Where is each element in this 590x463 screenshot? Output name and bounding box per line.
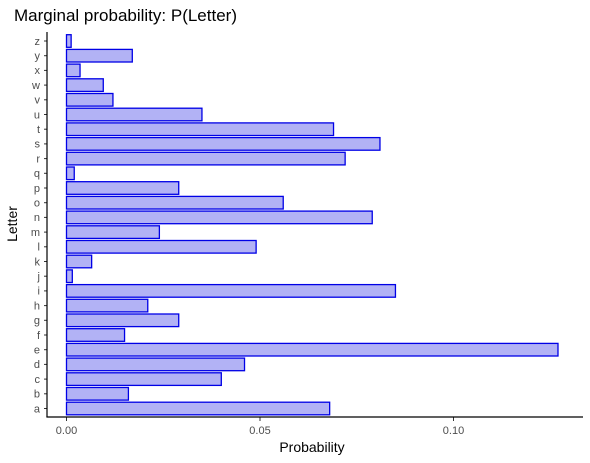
bar-x xyxy=(65,63,81,78)
bar-f xyxy=(65,328,126,342)
y-tick-label-n: n xyxy=(34,212,40,224)
y-tick-label-d: d xyxy=(34,359,40,371)
bar-e xyxy=(65,342,559,357)
y-tick-label-r: r xyxy=(36,153,40,165)
bar-b xyxy=(65,386,130,401)
y-tick-label-b: b xyxy=(34,389,40,401)
bars-layer xyxy=(65,34,559,416)
bar-d xyxy=(65,357,246,372)
y-tick-label-h: h xyxy=(34,300,40,312)
y-tick-label-v: v xyxy=(35,95,41,107)
y-tick-label-k: k xyxy=(35,256,41,268)
y-tick-label-s: s xyxy=(35,139,41,151)
chart-title: Marginal probability: P(Letter) xyxy=(14,6,237,25)
y-tick-label-y: y xyxy=(35,51,41,63)
bar-m xyxy=(65,225,161,240)
y-tick-label-j: j xyxy=(37,271,40,283)
bar-j xyxy=(65,269,73,284)
y-tick-label-a: a xyxy=(34,403,41,415)
y-tick-label-p: p xyxy=(34,183,40,195)
y-tick-label-g: g xyxy=(34,315,40,327)
y-tick-label-o: o xyxy=(34,198,40,210)
bar-c xyxy=(65,372,222,387)
y-tick-label-z: z xyxy=(35,36,41,48)
bar-t xyxy=(65,122,335,137)
bar-v xyxy=(65,92,114,107)
bar-y xyxy=(65,48,133,63)
y-tick-label-c: c xyxy=(35,374,41,386)
bar-w xyxy=(65,78,104,93)
x-tick-label-1: 0.05 xyxy=(249,425,270,437)
bar-p xyxy=(65,181,180,195)
bar-q xyxy=(65,166,75,181)
y-tick-label-q: q xyxy=(34,168,40,180)
x-tick-label-0: 0.00 xyxy=(56,425,77,437)
bar-s xyxy=(65,136,381,151)
y-tick-label-w: w xyxy=(31,80,40,92)
bar-i xyxy=(65,283,397,298)
x-ticks: 0.00 0.05 0.10 xyxy=(56,417,464,437)
x-tick-label-2: 0.10 xyxy=(443,425,464,437)
y-tick-label-e: e xyxy=(34,345,40,357)
y-tick-label-i: i xyxy=(38,286,40,298)
y-tick-label-x: x xyxy=(35,65,41,77)
bar-l xyxy=(65,239,257,254)
bar-r xyxy=(65,151,346,166)
bar-k xyxy=(65,254,93,269)
y-tick-label-t: t xyxy=(37,124,40,136)
x-axis-title: Probability xyxy=(279,439,344,455)
bar-n xyxy=(65,210,373,225)
bar-g xyxy=(65,313,180,328)
bar-o xyxy=(65,195,284,210)
y-tick-label-m: m xyxy=(31,227,40,239)
bar-z xyxy=(65,34,72,48)
y-tick-label-u: u xyxy=(34,109,40,121)
y-tick-label-f: f xyxy=(37,330,41,342)
y-axis-title: Letter xyxy=(4,206,20,242)
bar-u xyxy=(65,107,203,122)
bar-a xyxy=(65,401,331,416)
y-tick-label-l: l xyxy=(38,242,40,254)
bar-h xyxy=(65,298,149,313)
